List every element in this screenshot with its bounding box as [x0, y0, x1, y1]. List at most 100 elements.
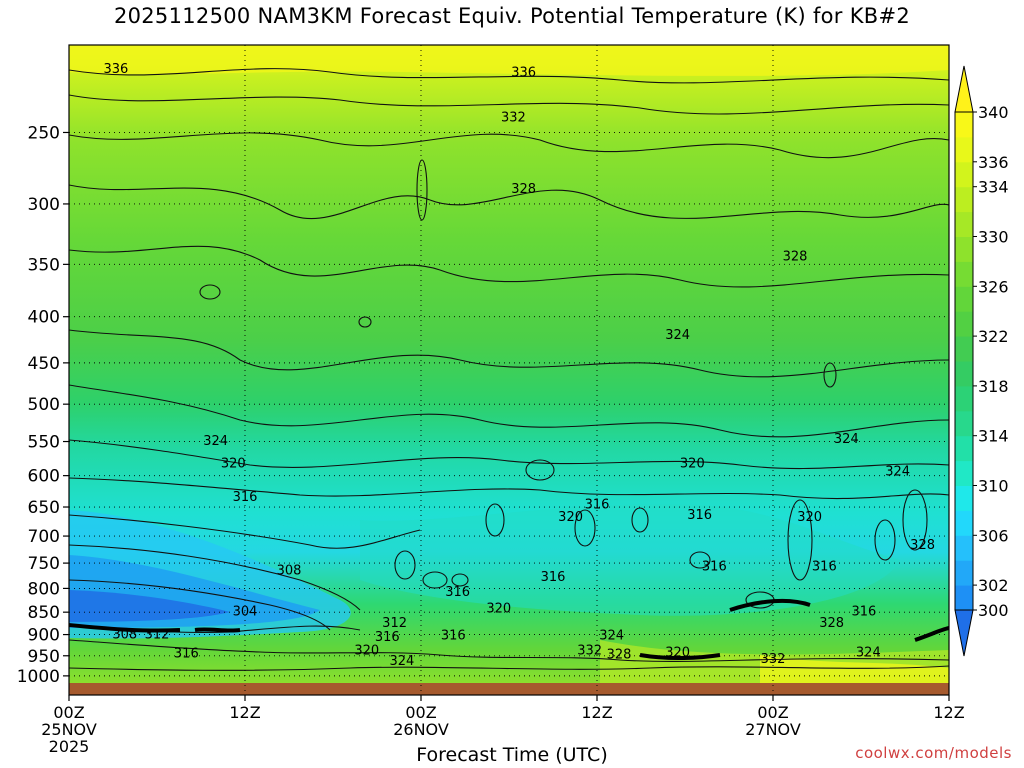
contour-label: 336	[104, 62, 129, 77]
contour-label-text: 308	[112, 627, 137, 642]
y-tick-label: 700	[28, 527, 60, 547]
chart-title: 2025112500 NAM3KM Forecast Equiv. Potent…	[113, 4, 911, 28]
contour-label: 316	[375, 630, 400, 645]
y-tick-label: 900	[28, 626, 60, 646]
x-tick-label: 12Z	[933, 703, 964, 722]
y-tick-label: 300	[28, 195, 60, 215]
contour-label-text: 332	[501, 110, 526, 125]
contour-label: 332	[761, 652, 786, 667]
x-tick-date: 26NOV	[393, 720, 449, 739]
colorbar-band	[955, 186, 973, 213]
contour-label-text: 316	[812, 560, 837, 575]
contour-label: 312	[145, 627, 170, 642]
contour-label-text: 324	[885, 464, 910, 479]
contour-label-text: 308	[277, 563, 302, 578]
colorbar-tick-label: 330	[978, 228, 1009, 247]
y-tick-label: 550	[28, 433, 60, 453]
contour-label-text: 328	[607, 648, 632, 663]
x-tick-date: 25NOV	[41, 720, 97, 739]
colorbar-max-arrow	[954, 65, 974, 113]
colorbar-band	[955, 311, 973, 337]
colorbar-band	[955, 435, 973, 462]
contour-label: 316	[445, 585, 470, 600]
contour-fill	[69, 45, 949, 695]
contour-label-text: 316	[541, 570, 566, 585]
contour-label: 308	[277, 563, 302, 578]
contour-label-text: 312	[145, 627, 170, 642]
contour-label-text: 336	[511, 66, 536, 81]
colorbar-band	[955, 236, 973, 262]
contour-label-text: 316	[445, 585, 470, 600]
contour-label-text: 320	[797, 510, 822, 525]
contour-label-text: 320	[486, 602, 511, 617]
contour-label: 324	[834, 432, 859, 447]
contour-label: 324	[390, 654, 415, 669]
x-tick-label: 12Z	[229, 703, 260, 722]
contour-label: 316	[233, 490, 258, 505]
plot-frame	[68, 44, 950, 696]
colorbar-band	[955, 410, 973, 437]
colorbar-tick-label: 300	[978, 601, 1009, 620]
colorbar-band	[955, 211, 973, 237]
x-tick-label: 00Z	[53, 703, 84, 722]
y-tick-label: 850	[28, 603, 60, 623]
colorbar-tick-label: 334	[978, 178, 1009, 197]
contour-label-text: 328	[783, 249, 808, 264]
y-axis: 250 300 350 400 450 500 550 600 650 700 750 800 850 9…	[17, 123, 69, 687]
contour-label: 316	[541, 570, 566, 585]
y-tick-label: 350	[28, 255, 60, 275]
y-tick-label: 400	[28, 308, 60, 328]
contour-label: 316	[852, 604, 877, 619]
colorbar-tick-label: 340	[978, 103, 1009, 122]
contour-label-text: 324	[665, 328, 690, 343]
colorbar-tick-label: 326	[978, 277, 1009, 296]
colorbar-band	[955, 510, 973, 536]
y-tick-label: 450	[28, 354, 60, 374]
y-tick-label: 800	[28, 579, 60, 599]
contour-label-text: 324	[390, 654, 415, 669]
x-axis-label: Forecast Time (UTC)	[416, 744, 608, 766]
contour-label: 316	[441, 629, 466, 644]
colorbar-tick-label: 318	[978, 377, 1009, 396]
colorbar-band	[955, 460, 973, 486]
colorbar-band	[955, 585, 973, 611]
contour-label: 316	[585, 497, 610, 512]
colorbar-band	[955, 385, 973, 412]
contour-label: 320	[354, 644, 379, 659]
contour-label: 304	[233, 604, 258, 619]
contour-label: 328	[819, 616, 844, 631]
contour-label-text: 320	[558, 510, 583, 525]
colorbar-frame	[954, 111, 974, 611]
contour-label-text: 316	[233, 490, 258, 505]
contour-label: 332	[501, 110, 526, 125]
contour-label-text: 324	[856, 646, 881, 661]
x-tick-label: 00Z	[757, 703, 788, 722]
contour-label-text: 328	[511, 182, 536, 197]
colorbar-tick-label: 336	[978, 153, 1009, 172]
contour-label-text: 320	[221, 456, 246, 471]
contour-label-text: 316	[174, 646, 199, 661]
contour-label-text: 324	[599, 629, 624, 644]
contour-label-text: 304	[233, 604, 258, 619]
contour-label: 320	[665, 646, 690, 661]
colorbar-band	[955, 136, 973, 163]
contour-label-text: 316	[441, 629, 466, 644]
y-tick-label: 650	[28, 498, 60, 518]
contour-label-text: 312	[382, 616, 407, 631]
y-tick-label: 1000	[17, 667, 60, 687]
x-tick-label: 12Z	[581, 703, 612, 722]
colorbar-band	[955, 485, 973, 511]
y-tick-label: 500	[28, 395, 60, 415]
contour-label: 320	[221, 456, 246, 471]
colorbar-band	[955, 161, 973, 188]
contour-label: 328	[783, 249, 808, 264]
contour-label: 324	[856, 646, 881, 661]
contour-label: 320	[797, 510, 822, 525]
contour-lines	[69, 68, 949, 671]
contour-label-text: 324	[834, 432, 859, 447]
colorbar: 300 302 306 310 314 318 322 326 330 334 336 340	[954, 65, 1009, 657]
contour-label-text: 336	[104, 62, 129, 77]
grid-layer	[69, 45, 949, 695]
